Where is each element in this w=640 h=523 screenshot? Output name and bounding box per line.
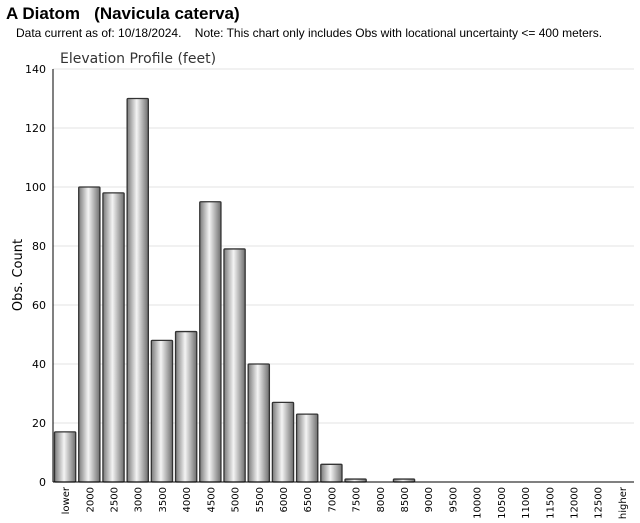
y-tick-label: 40 <box>32 358 46 371</box>
bar <box>295 413 319 483</box>
x-tick-label: 6500 <box>303 487 314 512</box>
x-tick-label: 11500 <box>545 487 556 519</box>
x-tick-label: 11000 <box>521 487 532 519</box>
bar <box>78 186 101 483</box>
x-tick-label: lower <box>61 486 72 514</box>
bar <box>247 363 271 483</box>
y-tick-label: 100 <box>25 181 46 194</box>
bar <box>174 330 198 483</box>
x-tick-label: 12500 <box>594 487 605 519</box>
x-tick-label: 4500 <box>206 487 217 512</box>
y-tick-label: 0 <box>39 476 46 489</box>
bar <box>271 401 295 483</box>
x-tick-label: 10000 <box>473 487 484 519</box>
bar <box>102 192 125 483</box>
y-axis-label: Obs. Count <box>11 239 26 311</box>
x-tick-label: 3000 <box>134 487 145 512</box>
x-tick-label: 7500 <box>352 487 363 512</box>
bar <box>53 431 77 483</box>
x-tick-label: 4000 <box>182 487 193 512</box>
chart-title: A Diatom (Navicula caterva) <box>6 4 240 23</box>
y-tick-label: 20 <box>32 417 46 430</box>
x-tick-label: 8500 <box>400 487 411 512</box>
plot-title: Elevation Profile (feet) <box>60 51 216 67</box>
x-tick-label: 2500 <box>110 487 121 512</box>
y-tick-label: 80 <box>32 240 46 253</box>
x-tick-label: 8000 <box>376 487 387 512</box>
x-tick-label: higher <box>618 486 629 519</box>
bar <box>126 97 149 483</box>
x-tick-label: 12000 <box>569 487 580 519</box>
x-tick-label: 9000 <box>424 487 435 512</box>
x-tick-label: 7000 <box>327 487 338 512</box>
bar <box>150 339 174 483</box>
bar <box>223 248 246 483</box>
x-tick-label: 10500 <box>497 487 508 519</box>
x-tick-label: 3500 <box>158 487 169 512</box>
bar <box>199 201 222 483</box>
y-tick-label: 120 <box>25 122 46 135</box>
chart-subtitle: Data current as of: 10/18/2024. Note: Th… <box>16 26 603 40</box>
x-tick-label: 5500 <box>255 487 266 512</box>
y-tick-label: 60 <box>32 299 46 312</box>
y-tick-label: 140 <box>25 63 46 76</box>
x-tick-label: 9500 <box>448 487 459 512</box>
x-tick-label: 5000 <box>231 487 242 512</box>
bar <box>320 463 343 483</box>
x-tick-label: 6000 <box>279 487 290 512</box>
x-tick-label: 2000 <box>85 487 96 512</box>
